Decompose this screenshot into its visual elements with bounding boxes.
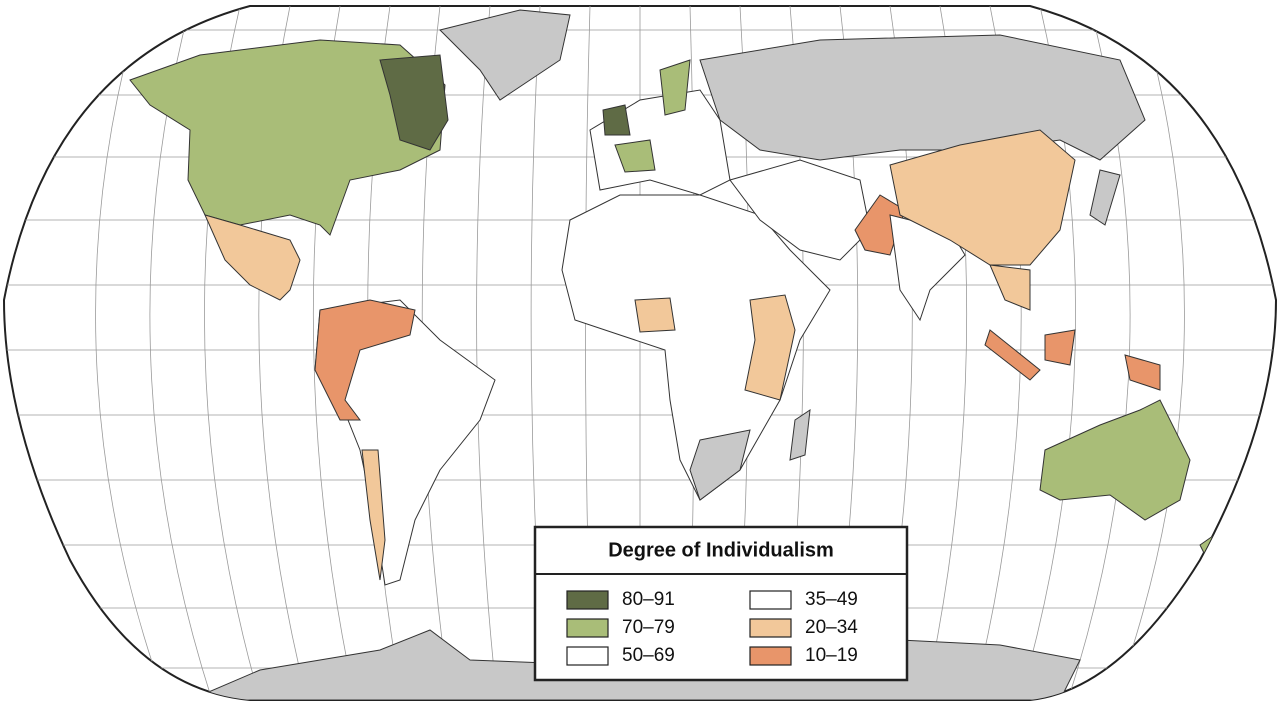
legend-swatch xyxy=(566,646,609,666)
legend-label: 20–34 xyxy=(805,617,858,638)
legend: Degree of Individualism 80–91 70–79 50–69 3… xyxy=(533,525,909,682)
legend-swatch xyxy=(749,590,792,610)
legend-swatch xyxy=(566,618,609,638)
legend-label: 10–19 xyxy=(805,645,858,666)
legend-swatch xyxy=(749,646,792,666)
legend-label: 50–69 xyxy=(622,645,675,666)
legend-swatch xyxy=(566,590,609,610)
legend-items: 80–91 70–79 50–69 35–49 20–34 10–19 xyxy=(566,589,858,666)
land xyxy=(129,9,1256,700)
legend-label: 80–91 xyxy=(622,589,675,610)
legend-label: 35–49 xyxy=(805,589,858,610)
legend-label: 70–79 xyxy=(622,617,675,638)
legend-title: Degree of Individualism xyxy=(608,539,834,561)
legend-swatch xyxy=(749,618,792,638)
